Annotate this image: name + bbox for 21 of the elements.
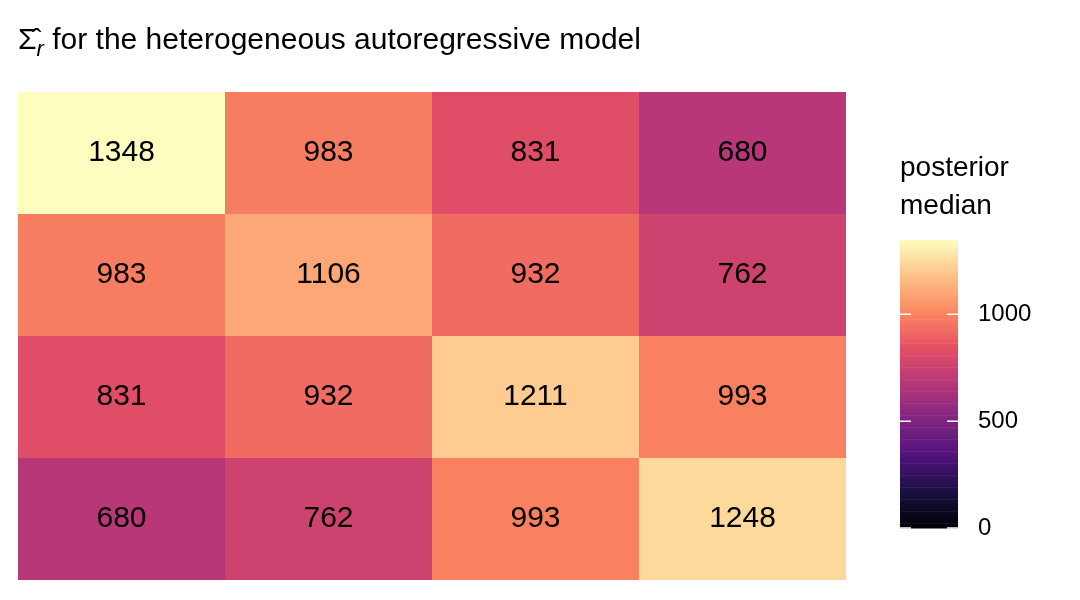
data-label: 831 xyxy=(510,134,561,168)
data-label: 1348 xyxy=(88,134,155,168)
data-label: 993 xyxy=(717,378,768,412)
data-label: 993 xyxy=(510,500,561,534)
data-label: 932 xyxy=(303,378,354,412)
data-label: 1211 xyxy=(503,378,568,412)
data-label: 680 xyxy=(717,134,768,168)
data-label: 983 xyxy=(303,134,354,168)
data-label: 680 xyxy=(96,500,147,534)
color-bar-label: 0 xyxy=(978,512,992,540)
chart-title: Σ̂$_{r}$ for the heterogeneous autoregressive model xyxy=(18,22,641,62)
data-label: 762 xyxy=(303,500,354,534)
data-label: 762 xyxy=(717,256,768,290)
color-bar-label: 1000 xyxy=(978,298,1032,326)
data-label: 1248 xyxy=(709,500,776,534)
color-bar-title: posterior median xyxy=(900,150,1010,222)
color-bar-label: 500 xyxy=(978,405,1019,433)
data-label: 831 xyxy=(96,378,147,412)
data-label: 1106 xyxy=(296,256,361,290)
data-label: 932 xyxy=(510,256,561,290)
data-label: 983 xyxy=(96,256,147,290)
